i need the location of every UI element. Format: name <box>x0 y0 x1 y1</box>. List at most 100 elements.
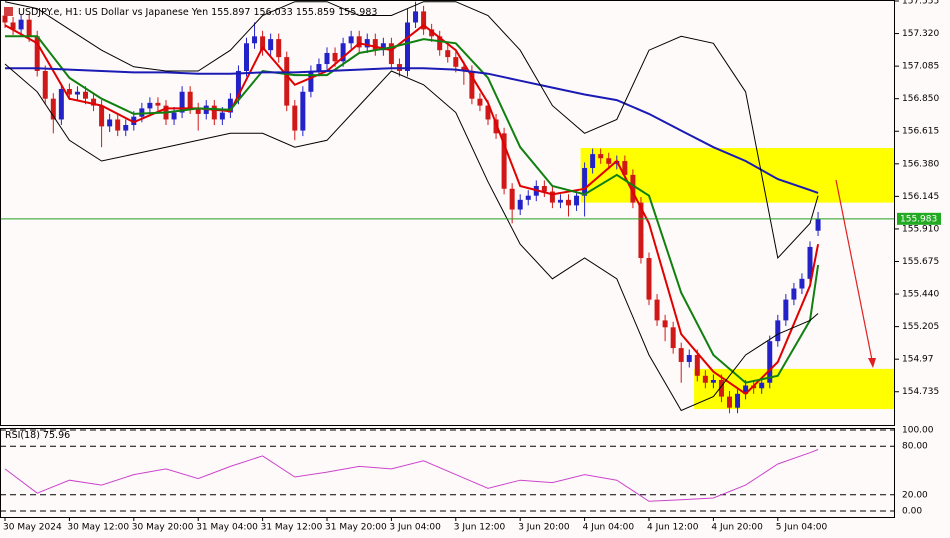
candle-body <box>485 105 491 120</box>
candle-body <box>549 191 555 203</box>
y-tick-label: 0.00 <box>902 507 922 517</box>
candle-body <box>775 320 781 342</box>
candle-body <box>453 57 459 67</box>
candle-body <box>807 246 813 279</box>
x-tick-label: 31 May 04:00 <box>196 523 258 533</box>
candle-body <box>630 174 636 203</box>
indicator-line <box>4 63 819 412</box>
candle-body <box>718 379 724 397</box>
candle-body <box>195 108 201 114</box>
y-tick-label: 155.675 <box>902 257 939 267</box>
candle-body <box>356 36 362 48</box>
candle-body <box>413 11 419 23</box>
zone <box>580 148 895 203</box>
x-tick-label: 30 May 2024 <box>3 523 62 533</box>
open: 155.897 <box>211 7 250 18</box>
x-tick-label: 4 Jun 04:00 <box>583 523 635 533</box>
candle-body <box>155 102 161 106</box>
candle-body <box>324 52 330 65</box>
candle-body <box>74 91 80 95</box>
candle-body <box>525 195 531 200</box>
candle-body <box>574 195 580 206</box>
low: 155.859 <box>296 7 335 18</box>
rsi-header: RSI(18) 75.96 <box>5 430 70 441</box>
candle-body <box>139 108 145 117</box>
x-tick-label: 31 May 12:00 <box>261 523 323 533</box>
price-tag-label: 155.983 <box>900 214 937 224</box>
candle-body <box>332 52 338 62</box>
candle-body <box>316 64 322 71</box>
candle-body <box>598 154 604 159</box>
candle-body <box>179 91 185 113</box>
candle-body <box>606 158 612 164</box>
candle-body <box>493 119 499 134</box>
candle-body <box>759 382 765 389</box>
candle-body <box>566 199 571 206</box>
candle-body <box>66 88 72 95</box>
candle-body <box>380 43 386 51</box>
rsi-title: RSI(18) <box>5 430 40 441</box>
candle-body <box>799 278 805 289</box>
rsi-value: 75.96 <box>43 430 70 441</box>
candle-body <box>791 288 797 300</box>
candle-body <box>115 119 121 131</box>
candle-body <box>501 133 507 189</box>
candle-body <box>437 36 443 51</box>
y-tick-label: 80.00 <box>902 442 928 452</box>
candle-body <box>646 258 652 300</box>
candle-body <box>654 299 660 321</box>
y-tick-label: 155.205 <box>902 322 939 332</box>
rsi-line <box>4 449 819 502</box>
title: USDJPY.e, H1: US Dollar vs Japanese Yen <box>18 7 208 18</box>
indicator-line <box>4 23 820 396</box>
x-tick-label: 31 May 20:00 <box>325 523 387 533</box>
candle-body <box>815 218 821 231</box>
candle-body <box>710 379 716 383</box>
candle-body <box>244 43 249 71</box>
y-tick-label: 156.145 <box>902 192 939 202</box>
y-tick-label: 100.00 <box>902 426 934 436</box>
x-tick-label: 3 Jun 04:00 <box>389 523 441 533</box>
candle-body <box>26 19 32 37</box>
candle-body <box>429 29 435 37</box>
close: 155.983 <box>338 7 377 18</box>
candle-body <box>743 385 749 394</box>
indicator-line <box>5 67 819 194</box>
x-tick-label: 30 May 12:00 <box>67 523 129 533</box>
candle-body <box>557 199 563 203</box>
candle-body <box>284 57 290 106</box>
zone <box>694 368 895 410</box>
y-tick-label: 157.320 <box>902 29 939 39</box>
price-tag <box>897 212 941 225</box>
candle-body <box>509 188 515 210</box>
x-tick-label: 4 Jun 12:00 <box>647 523 699 533</box>
candle-body <box>123 125 129 131</box>
candle-body <box>10 22 16 30</box>
candle-body <box>18 19 24 30</box>
main-frame <box>0 0 895 426</box>
candle-body <box>268 39 274 51</box>
indicator-line <box>5 35 820 384</box>
candle-body <box>477 98 483 106</box>
candle-body <box>678 348 684 362</box>
candle-body <box>541 185 547 192</box>
candle-body <box>662 320 668 328</box>
candle-body <box>783 299 789 321</box>
candle-body <box>50 98 56 120</box>
candle-body <box>211 105 217 120</box>
forecast-arrow <box>835 179 873 361</box>
candle-body <box>91 98 97 106</box>
candle-body <box>694 355 700 376</box>
candle-body <box>686 355 692 362</box>
candle-body <box>445 50 451 58</box>
candle-body <box>300 91 306 131</box>
candle-body <box>42 70 48 99</box>
candle-body <box>582 167 588 196</box>
candle-body <box>727 396 732 408</box>
x-tick-label: 30 May 20:00 <box>132 523 194 533</box>
y-tick-label: 156.380 <box>902 159 939 169</box>
candle-body <box>348 36 354 44</box>
y-tick-label: 20.00 <box>902 490 928 500</box>
candle-body <box>58 88 64 120</box>
